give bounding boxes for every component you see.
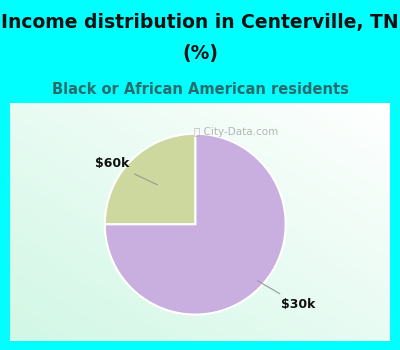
Text: $60k: $60k [95,157,158,185]
Text: (%): (%) [182,44,218,63]
Text: $30k: $30k [258,281,315,311]
Text: Income distribution in Centerville, TN: Income distribution in Centerville, TN [1,13,399,32]
Text: ⓘ City-Data.com: ⓘ City-Data.com [194,127,278,137]
Wedge shape [105,134,195,224]
Text: Black or African American residents: Black or African American residents [52,82,348,97]
Wedge shape [105,134,286,315]
